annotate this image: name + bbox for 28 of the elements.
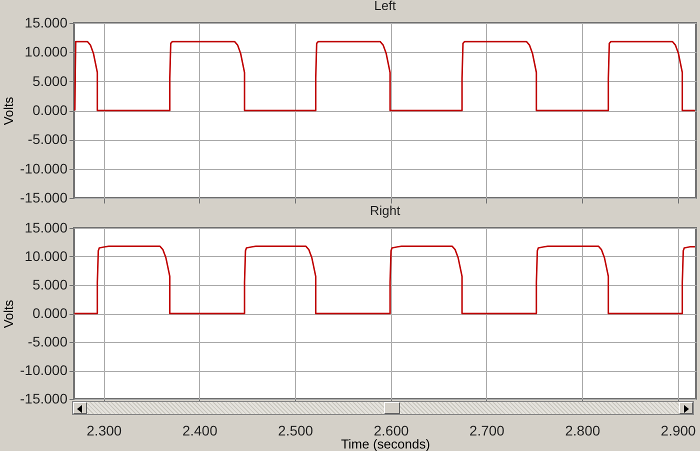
y-tick-label: -15.000 bbox=[20, 190, 68, 206]
x-axis-title: Time (seconds) bbox=[340, 436, 430, 451]
y-tick-label: 10.000 bbox=[24, 44, 68, 60]
x-tick-label: 2.900 bbox=[660, 422, 696, 438]
chart-title: Right bbox=[370, 203, 401, 218]
y-axis-title: Volts bbox=[1, 299, 16, 328]
y-tick-label: -5.000 bbox=[28, 131, 68, 148]
y-tick-label: -10.000 bbox=[20, 160, 68, 176]
y-tick-label: 0.000 bbox=[32, 305, 68, 321]
y-tick-label: 15.000 bbox=[24, 14, 68, 30]
y-tick-label: 0.000 bbox=[32, 102, 68, 118]
x-tick-label: 2.400 bbox=[182, 422, 218, 438]
y-axis-title: Volts bbox=[1, 96, 16, 126]
line-series bbox=[74, 245, 696, 314]
y-tick-label: -15.000 bbox=[20, 390, 68, 406]
chart-title: Left bbox=[374, 0, 396, 13]
y-tick-label: 10.000 bbox=[24, 248, 68, 264]
x-tick-label: 2.800 bbox=[565, 422, 600, 438]
x-tick-label: 2.700 bbox=[469, 422, 505, 438]
y-tick-label: 5.000 bbox=[32, 276, 68, 292]
y-tick-label: -10.000 bbox=[20, 362, 68, 378]
line-series bbox=[74, 40, 696, 112]
x-tick-label: 2.500 bbox=[278, 422, 314, 438]
x-tick-label: 2.300 bbox=[86, 422, 122, 438]
y-tick-label: 15.000 bbox=[24, 220, 68, 236]
y-tick-label: 5.000 bbox=[32, 72, 68, 89]
y-tick-label: -5.000 bbox=[28, 334, 68, 350]
x-tick-label: 2.600 bbox=[374, 422, 409, 438]
